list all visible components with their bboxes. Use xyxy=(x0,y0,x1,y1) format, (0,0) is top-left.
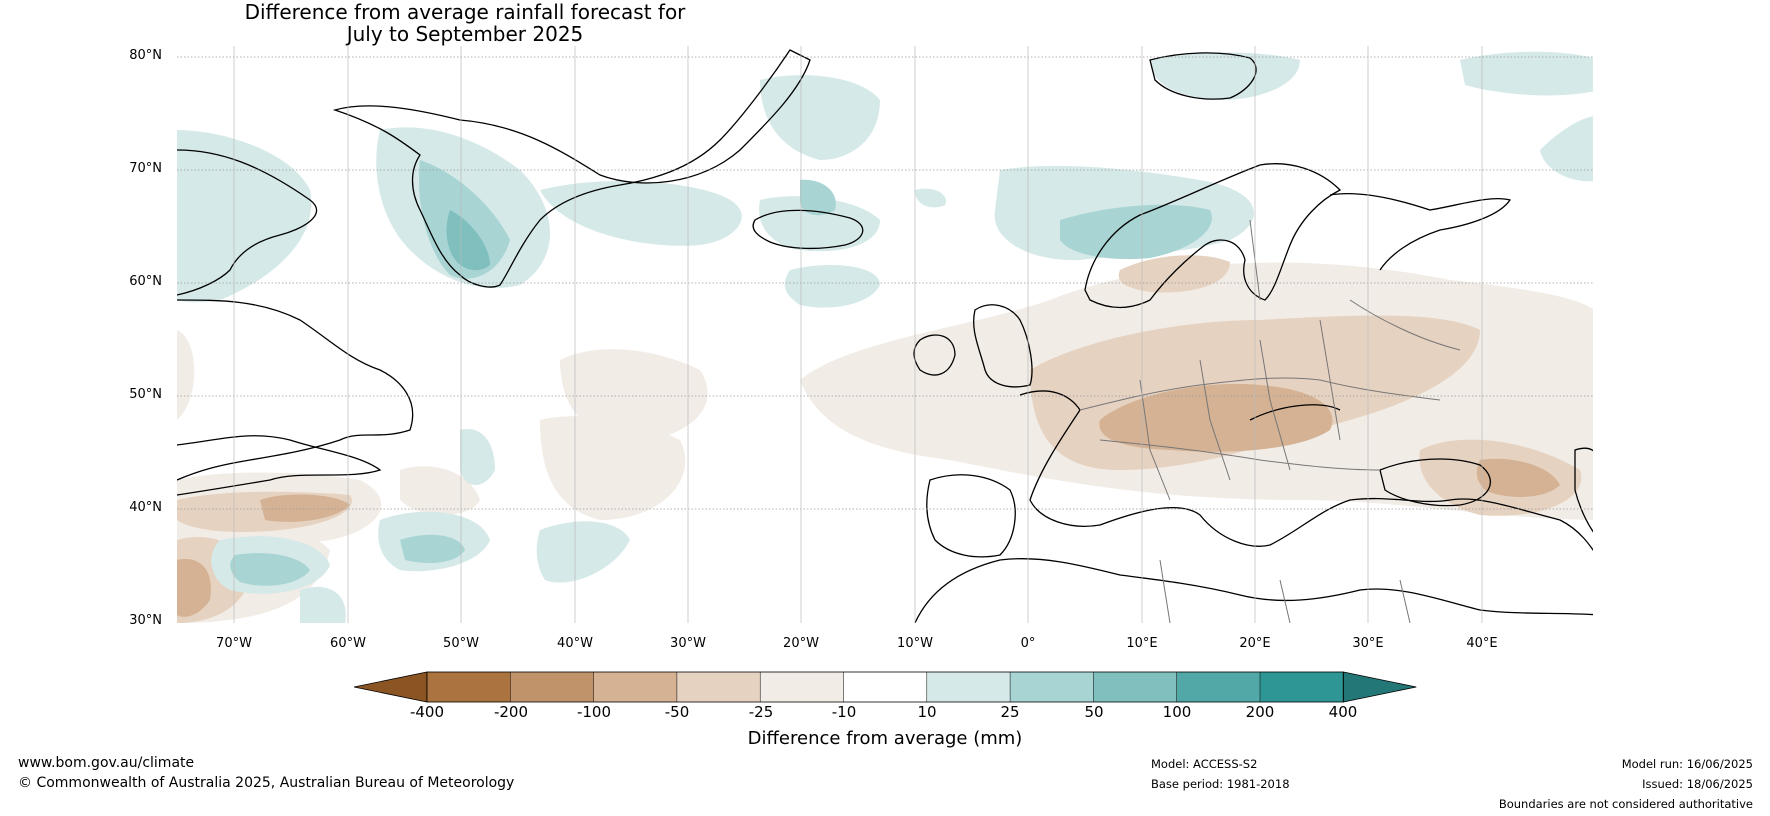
lon-gridlines xyxy=(233,46,1483,623)
colorbar xyxy=(353,671,1417,703)
colorbar-tick-label: 25 xyxy=(1000,703,1020,721)
model-run-text: Model run: 16/06/2025 xyxy=(1621,757,1753,771)
colorbar-tick-label: 400 xyxy=(1328,703,1358,721)
lon-label-0: 0° xyxy=(1020,636,1036,651)
colorbar-bin xyxy=(510,672,594,702)
colorbar-tick-label: 10 xyxy=(917,703,937,721)
colorbar-bin xyxy=(843,672,927,702)
lon-label-70w: 70°W xyxy=(216,636,252,651)
lon-label-40e: 40°E xyxy=(1466,636,1498,651)
lon-label-30e: 30°E xyxy=(1352,636,1384,651)
colorbar-bin xyxy=(427,672,511,702)
rainfall-anomaly-layer xyxy=(177,46,1593,623)
colorbar-bin xyxy=(1010,672,1094,702)
model-text: Model: ACCESS-S2 xyxy=(1151,757,1258,771)
chart-title-line1: Difference from average rainfall forecas… xyxy=(244,0,686,24)
colorbar-tick-label: 200 xyxy=(1245,703,1275,721)
lat-label-30n: 30°N xyxy=(129,613,162,628)
lon-label-20w: 20°W xyxy=(783,636,819,651)
colorbar-bin xyxy=(1260,672,1344,702)
colorbar-bin xyxy=(1093,672,1177,702)
coastlines xyxy=(177,49,1593,623)
lon-label-40w: 40°W xyxy=(557,636,593,651)
colorbar-tick-label: -25 xyxy=(748,703,774,721)
colorbar-tick-label: -50 xyxy=(664,703,690,721)
colorbar-extend-high xyxy=(1342,671,1417,703)
colorbar-tick-label: 100 xyxy=(1162,703,1192,721)
lon-label-10e: 10°E xyxy=(1126,636,1158,651)
lat-label-40n: 40°N xyxy=(129,500,162,515)
colorbar-tick-label: -200 xyxy=(493,703,529,721)
colorbar-bin xyxy=(593,672,677,702)
copyright-text: © Commonwealth of Australia 2025, Austra… xyxy=(18,775,515,791)
colorbar-tick-label: -400 xyxy=(409,703,445,721)
colorbar-bin xyxy=(926,672,1011,702)
colorbar-extend-low xyxy=(353,671,428,703)
lon-label-30w: 30°W xyxy=(670,636,706,651)
lat-label-60n: 60°N xyxy=(129,274,162,289)
lat-label-70n: 70°N xyxy=(129,161,162,176)
lon-label-60w: 60°W xyxy=(330,636,366,651)
lat-label-80n: 80°N xyxy=(129,48,162,63)
colorbar-tick-label: -100 xyxy=(576,703,612,721)
colorbar-tick-label: -10 xyxy=(831,703,857,721)
lat-gridlines xyxy=(177,56,1593,510)
base-period-text: Base period: 1981-2018 xyxy=(1151,777,1290,791)
colorbar-tick-label: 50 xyxy=(1084,703,1104,721)
lon-label-50w: 50°W xyxy=(443,636,479,651)
issued-text: Issued: 18/06/2025 xyxy=(1642,777,1753,791)
lat-label-50n: 50°N xyxy=(129,387,162,402)
lon-label-10w: 10°W xyxy=(897,636,933,651)
colorbar-bin xyxy=(676,672,761,702)
chart-title-line2: July to September 2025 xyxy=(346,22,584,46)
colorbar-bin xyxy=(760,672,844,702)
colorbar-title: Difference from average (mm) xyxy=(747,728,1023,749)
country-borders xyxy=(1079,219,1461,623)
lon-label-20e: 20°E xyxy=(1239,636,1271,651)
website-text: www.bom.gov.au/climate xyxy=(18,755,195,771)
disclaimer-text: Boundaries are not considered authoritat… xyxy=(1498,797,1753,811)
colorbar-outline xyxy=(426,671,1344,703)
colorbar-bin xyxy=(1176,672,1260,702)
